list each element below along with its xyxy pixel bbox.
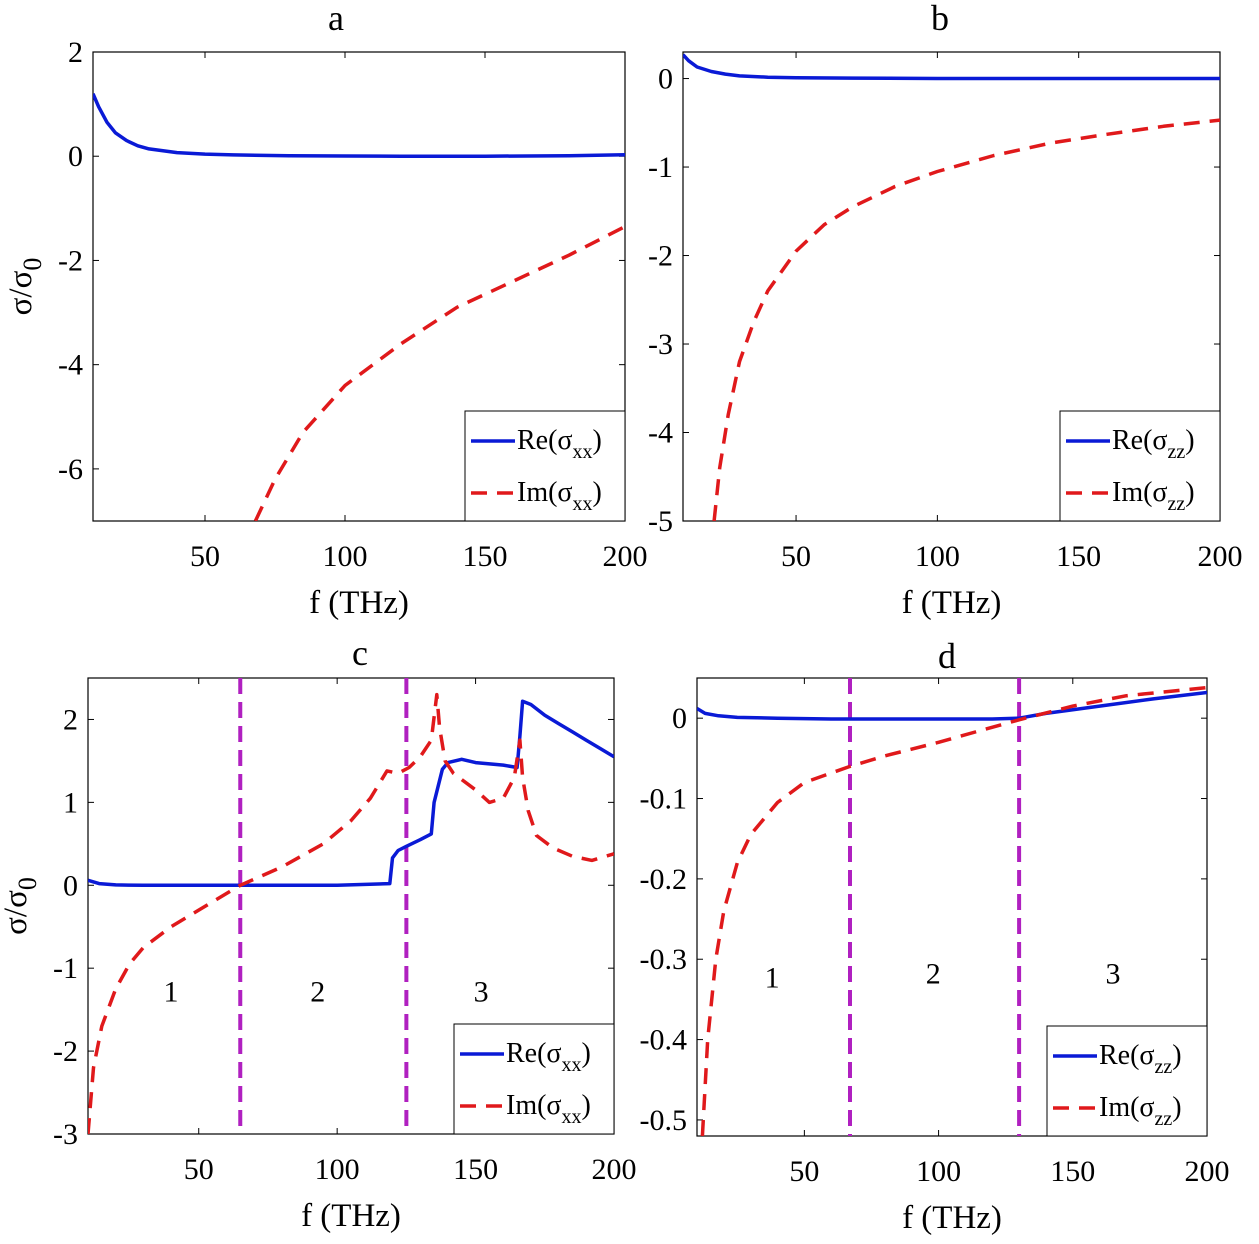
x-tick-label: 100 — [323, 540, 368, 573]
y-tick-label: -2 — [648, 240, 673, 273]
x-tick-label: 100 — [915, 540, 960, 573]
x-tick-label: 200 — [1198, 540, 1243, 573]
series-im-line — [700, 685, 1207, 1136]
series-re-line — [88, 699, 614, 888]
x-tick-label: 200 — [603, 540, 648, 573]
plot-frame — [87, 677, 615, 1135]
x-tick-label: 50 — [184, 1153, 214, 1186]
x-axis-label: f (THz) — [902, 1200, 1002, 1236]
series-im-line — [253, 225, 625, 521]
x-tick-label: 50 — [190, 540, 220, 573]
legend: Re(σzz) Im(σzz) — [1046, 1025, 1208, 1137]
panel-title: d — [938, 636, 956, 676]
y-tick-label: -0.2 — [640, 863, 688, 896]
y-tick-label: 0 — [63, 869, 78, 902]
legend: Re(σzz) Im(σzz) — [1059, 410, 1221, 522]
region-label: 3 — [474, 975, 489, 1008]
legend-label-im: Im(σzz) — [1099, 1092, 1182, 1130]
y-tick-label: -5 — [648, 505, 673, 538]
region-label: 2 — [926, 957, 941, 990]
y-tick-label: -4 — [648, 417, 673, 450]
legend-label-im: Im(σxx) — [517, 477, 602, 515]
x-tick-label: 50 — [789, 1155, 819, 1188]
series-im-line — [712, 118, 1220, 521]
plot-frame — [92, 51, 626, 522]
series-re-line — [93, 93, 625, 158]
y-tick-label: -0.1 — [640, 783, 688, 816]
panel-c: c 50 100 150 200 2 1 0 -1 -2 -3 f (THz) σ/σ0 1 2 3 Re(σx… — [0, 633, 637, 1234]
y-tick-label: -6 — [58, 453, 83, 486]
plot-area — [88, 678, 614, 1134]
legend-label-re: Re(σxx) — [517, 425, 602, 463]
y-tick-label: -3 — [648, 328, 673, 361]
y-tick-label: 1 — [63, 786, 78, 819]
x-axis-label: f (THz) — [301, 1198, 401, 1234]
legend-label-im: Im(σxx) — [506, 1090, 591, 1128]
legend-label-im: Im(σzz) — [1112, 477, 1195, 515]
y-tick-label: 2 — [68, 36, 83, 69]
plot-frame — [682, 51, 1221, 522]
x-axis-label: f (THz) — [309, 585, 409, 621]
legend-box — [453, 1023, 615, 1135]
series-re-line — [683, 53, 1220, 81]
plot-frame — [696, 677, 1208, 1137]
x-tick-label: 150 — [1050, 1155, 1095, 1188]
plot-area — [697, 678, 1207, 1136]
region-label: 3 — [1106, 957, 1121, 990]
y-tick-label: -0.4 — [640, 1024, 688, 1057]
legend-label-re: Re(σzz) — [1099, 1040, 1182, 1078]
x-tick-label: 150 — [453, 1153, 498, 1186]
y-tick-label: 2 — [63, 703, 78, 736]
x-tick-label: 100 — [916, 1155, 961, 1188]
legend: Re(σxx) Im(σxx) — [453, 1023, 615, 1135]
legend-label-re: Re(σxx) — [506, 1038, 591, 1076]
region-label: 1 — [765, 961, 780, 994]
series-re-line — [697, 690, 1207, 721]
x-tick-label: 200 — [592, 1153, 637, 1186]
legend-box — [1046, 1025, 1208, 1137]
y-tick-label: -0.5 — [640, 1104, 688, 1137]
x-tick-label: 150 — [1056, 540, 1101, 573]
y-axis-label: σ/σ0 — [3, 258, 47, 316]
region-label: 1 — [164, 975, 179, 1008]
panel-title: a — [328, 0, 344, 38]
plot-area — [683, 53, 1220, 521]
legend-box — [464, 410, 626, 522]
y-tick-label: -2 — [58, 244, 83, 277]
x-tick-label: 150 — [463, 540, 508, 573]
y-tick-label: -1 — [648, 151, 673, 184]
y-tick-label: -0.3 — [640, 943, 688, 976]
x-tick-label: 100 — [315, 1153, 360, 1186]
y-tick-label: -3 — [53, 1118, 78, 1151]
y-tick-label: 0 — [658, 63, 673, 96]
region-label: 2 — [310, 975, 325, 1008]
legend: Re(σxx) Im(σxx) — [464, 410, 626, 522]
y-axis-label: σ/σ0 — [0, 877, 42, 935]
y-tick-label: -2 — [53, 1035, 78, 1068]
y-tick-label: 0 — [672, 702, 687, 735]
x-tick-label: 200 — [1185, 1155, 1230, 1188]
x-tick-label: 50 — [781, 540, 811, 573]
panel-d: d 50 100 150 200 0 -0.1 -0.2 -0.3 -0.4 -0.5 f (THz)… — [640, 636, 1230, 1236]
y-tick-label: -1 — [53, 952, 78, 985]
series-im-line — [88, 692, 614, 1134]
legend-label-re: Re(σzz) — [1112, 425, 1195, 463]
panel-b: b 50 100 150 200 0 -1 -2 -3 -4 -5 f (THz) Re(σzz) Im(… — [648, 0, 1243, 621]
y-tick-label: 0 — [68, 140, 83, 173]
plot-area — [93, 93, 625, 521]
y-tick-label: -4 — [58, 349, 83, 382]
panel-a: a 50 100 150 200 2 0 -2 -4 -6 f (THz) σ/σ0 Re(σxx) Im… — [3, 0, 648, 621]
legend-box — [1059, 410, 1221, 522]
x-axis-label: f (THz) — [902, 585, 1002, 621]
panel-title: b — [931, 0, 949, 38]
panel-title: c — [352, 633, 368, 673]
